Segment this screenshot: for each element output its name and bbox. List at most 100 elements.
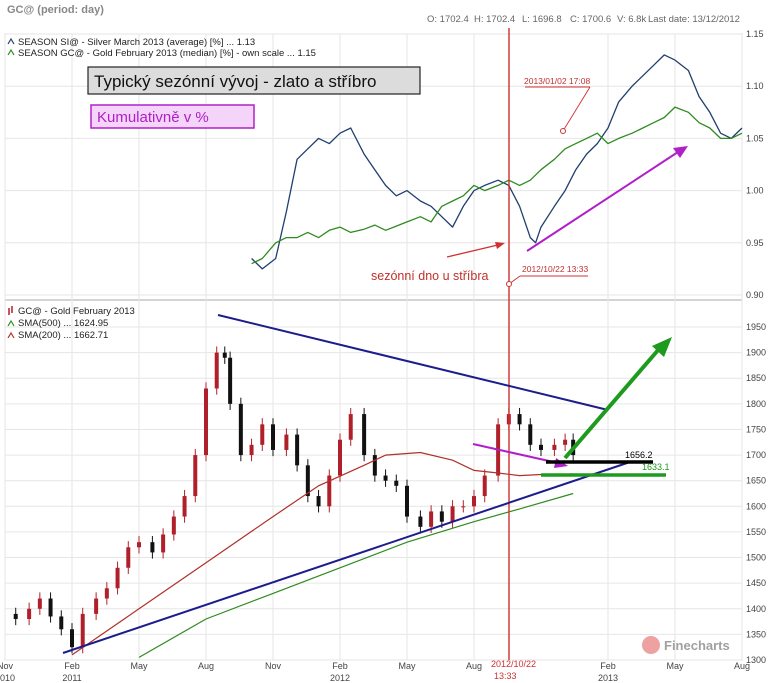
candle-body xyxy=(316,496,321,507)
candle-body xyxy=(59,616,64,630)
y-tick-label-bottom: 1600 xyxy=(746,501,766,511)
y-tick-label-bottom: 1450 xyxy=(746,578,766,588)
candle-body xyxy=(528,424,533,445)
candle-body xyxy=(383,475,388,481)
legend-bottom: GC@ - Gold February 2013 SMA(500) ... 16… xyxy=(7,306,135,341)
y-tick-label-bottom: 1700 xyxy=(746,450,766,460)
xaxis-marker-time: 13:33 xyxy=(494,671,517,681)
candle-body xyxy=(295,434,300,466)
sma500-legend-icon xyxy=(7,319,15,327)
y-tick-label-top: 1.00 xyxy=(746,186,764,196)
y-tick-label-top: 1.15 xyxy=(746,29,764,39)
candle-body xyxy=(13,613,18,620)
x-tick-year: 2011 xyxy=(62,673,81,683)
candle-body xyxy=(362,414,367,456)
ohlc-close: C: 1700.6 xyxy=(570,14,611,25)
ohlc-readout: O: 1702.4 H: 1702.4 L: 1696.8 C: 1700.6 … xyxy=(427,14,740,25)
candle-body xyxy=(37,598,42,609)
y-tick-label-bottom: 1550 xyxy=(746,527,766,537)
price-black-label: 1656.2 xyxy=(625,450,653,460)
marker-top-label: 2013/01/02 17:08 xyxy=(524,76,590,86)
candle-body xyxy=(271,424,275,450)
y-tick-label-bottom: 1850 xyxy=(746,373,766,383)
price-level-green: 1633.1 xyxy=(541,462,670,477)
main-title: Typický sezónní vývoj - zlato a stříbro xyxy=(94,72,377,91)
y-tick-label-top: 1.10 xyxy=(746,81,764,91)
marker-top: 2013/01/02 17:08 xyxy=(524,76,590,134)
gold-season-legend-icon xyxy=(7,48,15,56)
seasonal-series xyxy=(251,54,743,270)
x-tick-label: Feb xyxy=(332,661,348,671)
x-tick-label: Nov xyxy=(0,661,13,671)
x-tick-label: Feb xyxy=(600,661,616,671)
y-tick-label-bottom: 1950 xyxy=(746,322,766,332)
candle-body xyxy=(94,598,99,614)
candle-body xyxy=(115,567,120,589)
legend-sma500: SMA(500) ... 1624.95 xyxy=(18,318,108,329)
candle-body xyxy=(48,598,53,617)
gold-legend-icon xyxy=(8,306,13,315)
candle-body xyxy=(284,434,289,450)
candle-body xyxy=(539,444,543,450)
y-tick-label-bottom: 1300 xyxy=(746,655,766,665)
candle-body xyxy=(517,414,522,425)
legend-sma200: SMA(200) ... 1662.71 xyxy=(18,330,108,341)
candle-body xyxy=(461,506,466,508)
candle-body xyxy=(439,511,444,522)
x-tick-label: Aug xyxy=(734,661,750,671)
marker-bottom-label: 2012/10/22 13:33 xyxy=(522,264,588,274)
candle-body xyxy=(327,475,332,507)
candle-body xyxy=(171,516,176,535)
candle-body xyxy=(552,444,557,450)
x-tick-label: May xyxy=(398,661,416,671)
subtitle: Kumulativně v % xyxy=(97,109,209,126)
title-box: Typický sezónní vývoj - zlato a stříbro xyxy=(87,66,421,95)
price-level-black: 1656.2 xyxy=(546,450,653,464)
x-tick-label: Aug xyxy=(198,661,214,671)
watermark-text: Finecharts xyxy=(664,638,730,653)
candle-body xyxy=(260,424,265,445)
ohlc-high: H: 1702.4 xyxy=(474,14,515,25)
ohlc-last-date: Last date: 13/12/2012 xyxy=(648,14,740,25)
candle-body xyxy=(204,388,208,456)
legend-top: SEASON SI@ - Silver March 2013 (average)… xyxy=(7,37,316,59)
legend-silver: SEASON SI@ - Silver March 2013 (average)… xyxy=(18,37,255,48)
x-tick-year: 2012 xyxy=(330,673,350,683)
candle-body xyxy=(222,352,227,358)
candle-body xyxy=(228,357,233,404)
price-green-label: 1633.1 xyxy=(642,462,670,472)
symbol-title: GC@ (period: day) xyxy=(7,4,104,16)
x-tick-label: May xyxy=(666,661,684,671)
y-tick-label-bottom: 1650 xyxy=(746,476,766,486)
xaxis-marker-date: 2012/10/22 xyxy=(491,659,536,669)
x-tick-label: Nov xyxy=(265,661,282,671)
y-tick-label-bottom: 1500 xyxy=(746,553,766,563)
candle-body xyxy=(104,588,109,599)
candle-body xyxy=(150,542,155,553)
sma200-legend-icon xyxy=(7,331,15,339)
y-tick-label-top: 1.05 xyxy=(746,133,764,143)
x-tick-label: Aug xyxy=(466,661,482,671)
candle-body xyxy=(405,485,409,517)
y-tick-label-bottom: 1350 xyxy=(746,629,766,639)
x-tick-year: 2013 xyxy=(598,673,618,683)
ohlc-low: L: 1696.8 xyxy=(522,14,562,25)
candle-body xyxy=(394,480,399,486)
candle-body xyxy=(429,511,434,527)
candle-body xyxy=(338,439,342,476)
top-y-axis: 1.15 1.10 1.05 1.00 0.95 0.90 xyxy=(746,29,764,300)
candle-body xyxy=(482,475,487,497)
subtitle-box: Kumulativně v % xyxy=(90,104,255,129)
candle-body xyxy=(418,516,423,527)
candle-body xyxy=(27,608,32,620)
candle-body xyxy=(305,465,310,497)
y-tick-label-bottom: 1800 xyxy=(746,399,766,409)
y-tick-label-top: 0.95 xyxy=(746,238,764,248)
x-tick-year: 2010 xyxy=(0,673,15,683)
candle-body xyxy=(238,403,243,456)
silver-legend-icon xyxy=(7,37,15,45)
candle-body xyxy=(563,439,568,445)
legend-gold: GC@ - Gold February 2013 xyxy=(18,306,135,317)
y-tick-label-top: 0.90 xyxy=(746,290,764,300)
